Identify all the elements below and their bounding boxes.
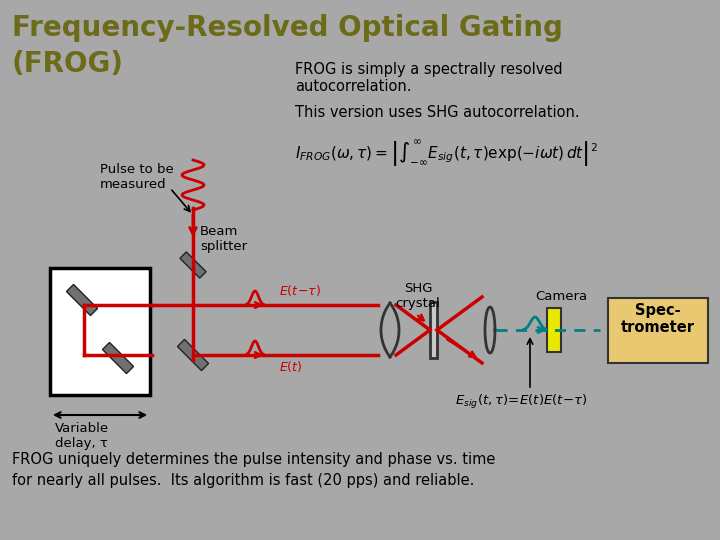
Text: (FROG): (FROG) xyxy=(12,50,124,78)
Bar xyxy=(547,308,561,352)
Text: Variable
delay, τ: Variable delay, τ xyxy=(55,422,109,450)
Text: Camera: Camera xyxy=(535,290,587,303)
Bar xyxy=(430,302,437,358)
Text: This version uses SHG autocorrelation.: This version uses SHG autocorrelation. xyxy=(295,105,580,120)
Polygon shape xyxy=(102,342,133,374)
Text: Beam
splitter: Beam splitter xyxy=(200,225,247,253)
Bar xyxy=(50,268,150,395)
Text: Pulse to be
measured: Pulse to be measured xyxy=(100,163,174,191)
Text: $E(t\!-\!\tau)$: $E(t\!-\!\tau)$ xyxy=(279,283,321,298)
Text: $I_{FROG}(\omega,\tau)=\left|\int_{-\infty}^{\infty}E_{sig}(t,\tau)\exp(-i\omega: $I_{FROG}(\omega,\tau)=\left|\int_{-\inf… xyxy=(295,138,598,170)
Text: FROG is simply a spectrally resolved
autocorrelation.: FROG is simply a spectrally resolved aut… xyxy=(295,62,562,94)
Text: SHG
crystal: SHG crystal xyxy=(395,282,441,310)
Polygon shape xyxy=(177,340,209,370)
Text: FROG uniquely determines the pulse intensity and phase vs. time
for nearly all p: FROG uniquely determines the pulse inten… xyxy=(12,452,495,488)
Polygon shape xyxy=(180,252,206,278)
Polygon shape xyxy=(66,285,97,315)
Text: Spec-
trometer: Spec- trometer xyxy=(621,303,695,335)
Text: Frequency-Resolved Optical Gating: Frequency-Resolved Optical Gating xyxy=(12,14,563,42)
Bar xyxy=(608,298,708,363)
Text: $E(t)$: $E(t)$ xyxy=(279,359,302,374)
Text: $E_{sig}(t,\tau)\!=\! E(t)E(t\!-\!\tau)$: $E_{sig}(t,\tau)\!=\! E(t)E(t\!-\!\tau)$ xyxy=(455,393,588,411)
